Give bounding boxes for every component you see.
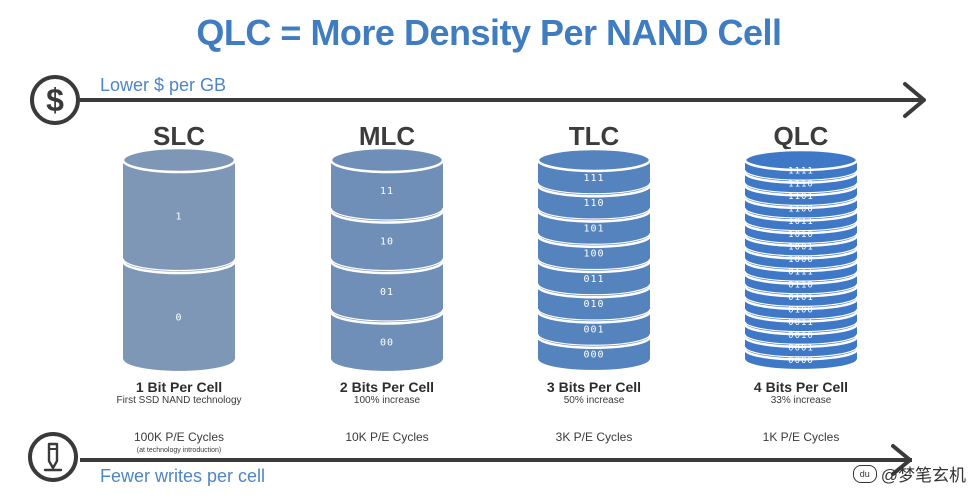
slc-cell-label: 1 [175,211,182,222]
tlc-cell-label: 010 [583,299,604,310]
mlc-cell-level: 11 [329,146,445,221]
qlc-cell-label: 1010 [788,230,814,240]
mlc-cell-stack: 00 01 10 11 [329,146,445,373]
tlc-cell-label: 001 [583,324,604,335]
tlc-cell-stack: 000 001 010 011 100 101 110 111 [536,147,652,372]
qlc-description: 33% increase [770,395,832,406]
qlc-pe-cycles: 1K P/E Cycles [762,430,840,444]
qlc-cell-label: 0111 [788,268,814,278]
qlc-cell-stack: 0000 0001 0010 0011 0100 0101 0110 0111 1000 1001… [743,148,859,371]
slc-title: SLC [153,121,205,151]
slc-description: First SSD NAND technology [116,395,242,406]
top-arrow-label: Lower $ per GB [100,75,227,95]
qlc-cell-label: 0110 [788,280,814,290]
pencil-icon [28,432,78,482]
slc-cell-level: 1 [121,146,237,272]
qlc-cell-label: 1011 [788,217,814,227]
qlc-cell-label: 0011 [788,318,814,328]
slc-pe-cycles: 100K P/E Cycles [133,430,225,444]
qlc-cell-label: 1110 [788,179,814,189]
qlc-cell-label: 1111 [788,167,814,177]
qlc-cell-level: 1111 [743,148,859,181]
qlc-cell-label: 0100 [788,306,814,316]
slc-cell-label: 0 [175,312,182,323]
bottom-arrow-label: Fewer writes per cell [100,466,266,486]
qlc-cell-label: 1101 [788,192,814,202]
qlc-cell-label: 0010 [788,331,814,341]
mlc-cell-label: 00 [380,338,394,349]
dollar-icon: $ [30,75,80,125]
mlc-cell-label: 01 [380,287,394,298]
tlc-cell-label: 100 [583,249,604,260]
qlc-bits-label: 4 Bits Per Cell [753,379,849,395]
tlc-description: 50% increase [563,395,625,406]
tlc-cell-label: 011 [583,274,604,285]
qlc-cell-label: 1100 [788,205,814,215]
qlc-title: QLC [773,121,829,151]
mlc-bits-label: 2 Bits Per Cell [339,379,435,395]
tlc-pe-cycles: 3K P/E Cycles [555,430,633,444]
qlc-cell-label: 1001 [788,242,814,252]
tlc-bits-label: 3 Bits Per Cell [546,379,642,395]
watermark: du @梦笔玄机 [852,461,966,486]
tlc-title: TLC [568,121,620,151]
mlc-description: 100% increase [353,395,421,406]
mlc-cell-label: 11 [380,186,394,197]
tlc-cell-level: 111 [536,147,652,195]
watermark-logo: du [852,464,877,483]
qlc-cell-label: 0001 [788,343,814,353]
tlc-cell-label: 110 [583,198,604,209]
qlc-cell-label: 0000 [788,356,814,366]
tlc-cell-label: 101 [583,223,604,234]
slc-cycles-note: (at technology introduction) [136,447,222,454]
slc-bits-label: 1 Bit Per Cell [135,379,223,395]
tlc-cell-label: 000 [583,350,604,361]
qlc-cell-label: 1000 [788,255,814,265]
mlc-cell-label: 10 [380,237,394,248]
slc-cell-stack: 01 [121,146,237,373]
tlc-cell-label: 111 [583,173,604,184]
watermark-text: @梦笔玄机 [880,466,966,485]
mlc-pe-cycles: 10K P/E Cycles [345,430,429,444]
page-title: QLC = More Density Per NAND Cell [196,12,782,53]
qlc-cell-label: 0101 [788,293,814,303]
mlc-title: MLC [358,121,416,151]
